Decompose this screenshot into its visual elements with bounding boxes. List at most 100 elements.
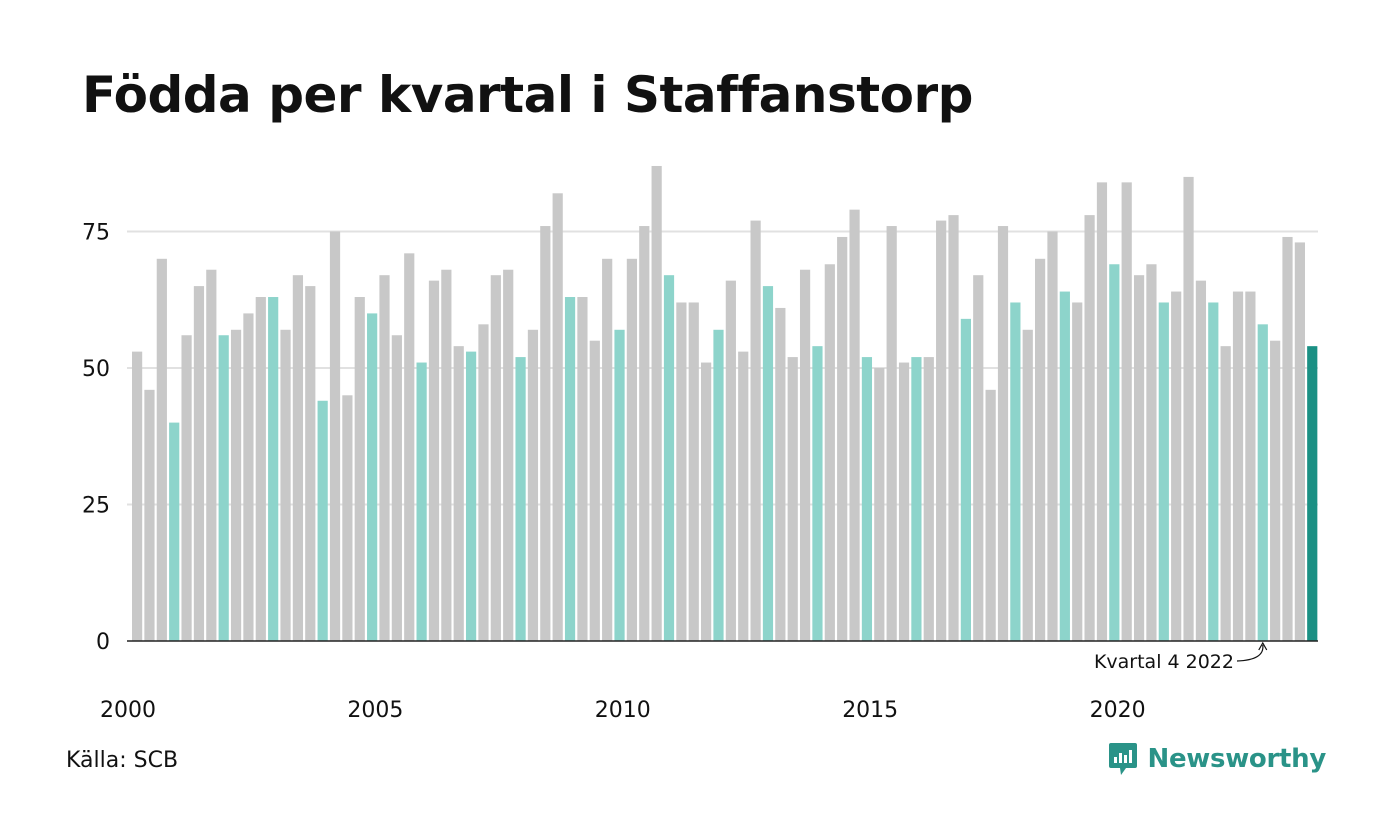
bar-2003-q3 [305,286,316,641]
bar-2018-q4 [1059,291,1070,641]
bar-chart: 0 25 50 75 2000 2005 2010 2015 2020 Kvartal 4 20… [82,165,1318,723]
bar-2007-q2 [490,275,501,641]
brand-logo: Newsworthy [1108,742,1326,776]
bar-2019-q3 [1096,182,1108,642]
bar-2002-q3 [255,297,266,641]
bar-2008-q3 [552,193,563,641]
bar-2008-q4 [564,297,576,641]
bar-2012-q4 [762,286,774,641]
bar-2013-q4 [812,346,823,641]
x-tick-label: 2000 [100,698,156,723]
newsworthy-logo-icon [1108,743,1137,775]
bar-2010-q2 [639,226,650,642]
bar-2018-q1 [1022,329,1033,641]
bar-2023-q1 [1270,340,1281,641]
bar-2004-q4 [367,313,378,641]
bar-2016-q3 [948,215,959,641]
bar-2023-q4 [1307,346,1318,641]
bar-2002-q2 [243,313,254,641]
bar-2023-q3 [1294,242,1305,642]
annotation: Kvartal 4 2022 [1094,641,1268,673]
x-tick-label: 2005 [347,698,403,723]
bar-2014-q2 [837,236,848,641]
bar-2011-q3 [701,362,712,641]
annotation-label: Kvartal 4 2022 [1094,651,1234,673]
bar-2015-q1 [874,368,885,641]
bar-2010-q4 [663,275,675,641]
bar-2001-q1 [181,335,192,641]
bar-2013-q1 [775,307,786,641]
bar-2017-q4 [1010,302,1021,641]
x-tick-label: 2020 [1090,698,1146,723]
bar-2014-q4 [861,357,873,641]
bar-2009-q2 [589,340,600,641]
bar-2008-q2 [540,226,551,642]
bar-2003-q1 [280,329,291,641]
bar-2022-q3 [1245,291,1256,641]
annotation-arrow [1236,644,1264,662]
source-note: Källa: SCB [66,748,179,773]
bar-2011-q1 [676,302,687,641]
bar-2007-q3 [503,269,514,641]
bar-2013-q3 [799,269,811,641]
x-tick-label: 2015 [842,698,898,723]
bar-2002-q4 [268,297,279,641]
bar-2007-q1 [478,324,489,641]
bar-2010-q3 [651,165,662,642]
bar-2019-q2 [1084,215,1095,641]
bar-2021-q1 [1171,291,1182,641]
bar-2017-q3 [997,226,1009,642]
bar-2019-q4 [1109,264,1120,641]
bar-2004-q1 [329,231,341,641]
bar-2001-q2 [193,286,205,641]
axes: 0 25 50 75 2000 2005 2010 2015 2020 [82,221,1318,723]
bar-2005-q3 [404,253,415,641]
bar-2009-q4 [614,329,625,641]
bar-2004-q3 [354,297,365,641]
bar-2010-q1 [626,258,637,641]
bar-2004-q2 [342,395,353,641]
bar-2005-q1 [379,275,390,641]
bar-2020-q4 [1158,302,1169,641]
bar-2022-q1 [1220,346,1231,641]
bar-2011-q2 [688,302,699,641]
brand-name: Newsworthy [1147,744,1327,774]
bar-2020-q2 [1133,275,1145,641]
bar-2001-q3 [206,269,217,641]
y-tick-label: 0 [96,630,110,655]
bar-2008-q1 [527,329,539,641]
bar-2000-q2 [144,389,155,641]
annotation-arrowhead [1258,641,1268,651]
bar-2014-q3 [849,209,860,641]
bar-2001-q4 [218,335,229,641]
bar-2006-q3 [453,346,464,641]
bar-2018-q2 [1035,258,1046,641]
bar-2002-q1 [230,329,242,641]
x-tick-label: 2010 [595,698,651,723]
bar-2012-q3 [750,220,761,641]
bar-2015-q2 [886,226,897,642]
y-tick-label: 75 [82,221,110,246]
bar-2009-q1 [577,297,588,641]
bar-2015-q3 [898,362,910,641]
bar-2006-q4 [465,351,477,641]
bar-2000-q1 [132,351,143,641]
bar-2019-q1 [1072,302,1083,641]
bar-2020-q3 [1146,264,1157,641]
bar-2011-q4 [713,329,724,641]
bar-2016-q1 [923,357,934,641]
bar-2021-q4 [1208,302,1219,641]
bar-2003-q2 [292,275,304,641]
bar-2006-q2 [441,269,452,641]
bar-2005-q4 [416,362,427,641]
bars [132,165,1318,642]
bar-2000-q4 [169,422,180,641]
bar-2021-q2 [1183,176,1194,641]
bar-2009-q3 [602,258,613,641]
y-tick-label: 25 [82,494,110,519]
bar-2013-q2 [787,357,798,641]
bar-2022-q4 [1257,324,1268,641]
bar-2021-q3 [1195,280,1207,641]
bar-2017-q1 [973,275,984,641]
bar-2000-q3 [156,258,167,641]
